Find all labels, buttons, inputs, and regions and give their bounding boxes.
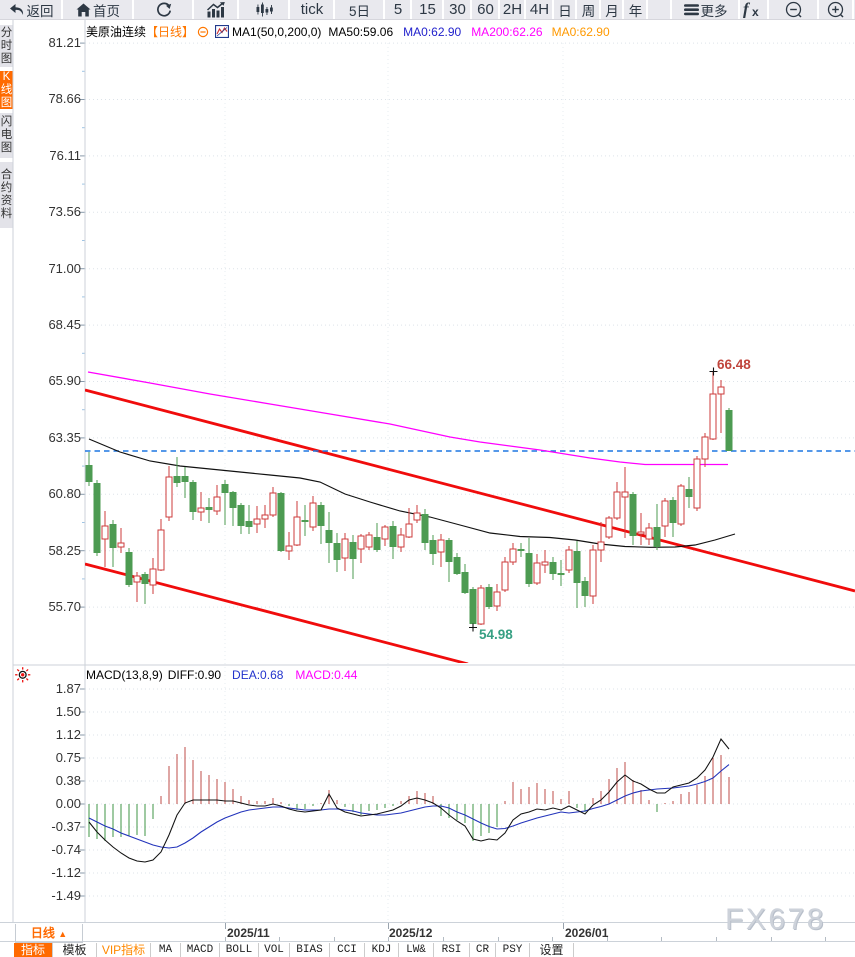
svg-text:f: f bbox=[743, 1, 751, 18]
svg-text:x: x bbox=[752, 5, 759, 18]
svg-text:66.48: 66.48 bbox=[717, 357, 751, 372]
svg-text:54.98: 54.98 bbox=[479, 627, 513, 642]
